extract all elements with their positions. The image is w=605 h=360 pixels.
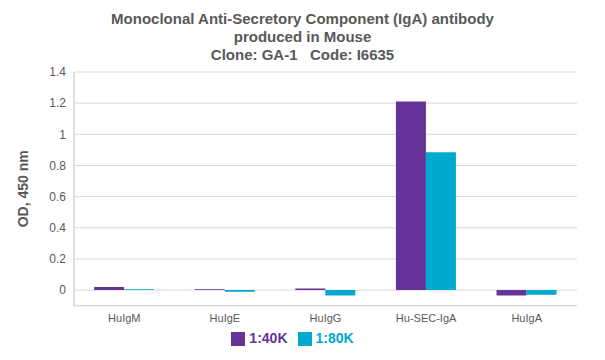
svg-text:0.2: 0.2: [49, 252, 66, 266]
svg-text:1.2: 1.2: [49, 96, 66, 110]
svg-text:HuIgA: HuIgA: [511, 312, 542, 324]
html-text:produced in Mouse: produced in Mouse: [233, 28, 372, 45]
html-text:1:40K: 1:40K: [249, 329, 288, 346]
svg-text:OD, 450 nm: OD, 450 nm: [15, 150, 31, 227]
svg-text:0.8: 0.8: [49, 159, 66, 173]
svg-text:Hu-SEC-IgA: Hu-SEC-IgA: [396, 312, 457, 324]
svg-text:HuIgM: HuIgM: [108, 312, 140, 324]
svg-text:1: 1: [59, 128, 66, 142]
svg-text:HuIgG: HuIgG: [310, 312, 342, 324]
svg-text:1.4: 1.4: [49, 65, 66, 79]
svg-text:HuIgE: HuIgE: [210, 312, 241, 324]
svg-text:0.6: 0.6: [49, 190, 66, 204]
html-text:1:80K: 1:80K: [315, 329, 354, 346]
svg-text:0: 0: [59, 283, 66, 297]
html-text:Monoclonal Anti-Secretory Comp: Monoclonal Anti-Secretory Component (IgA…: [111, 10, 494, 27]
svg-text:0.4: 0.4: [49, 221, 66, 235]
html-text:Clone: GA-1 Code: I6635: Clone: GA-1 Code: I6635: [210, 46, 395, 63]
